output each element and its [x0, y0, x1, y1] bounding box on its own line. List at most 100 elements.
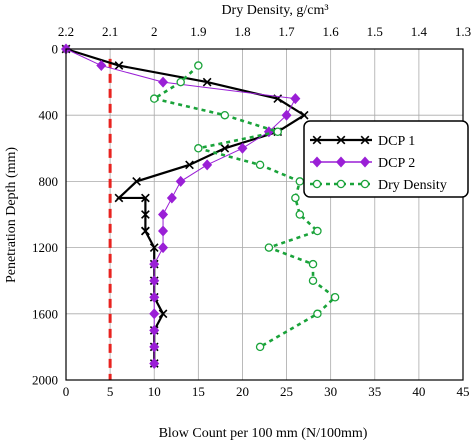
x-tick-label: 20 [236, 384, 249, 399]
data-point [158, 309, 168, 319]
legend-marker [360, 135, 370, 145]
data-point [149, 94, 159, 103]
y-tick-label: 1600 [32, 306, 58, 321]
data-point [273, 127, 282, 136]
data-point [149, 275, 160, 287]
data-point [299, 110, 309, 120]
top-x-tick-label: 2.2 [58, 24, 74, 39]
data-point [149, 291, 160, 303]
top-x-tick-label: 1.3 [455, 24, 471, 39]
data-point [220, 110, 230, 120]
data-point [166, 192, 177, 204]
data-point [141, 210, 150, 219]
series-line [150, 64, 338, 349]
top-x-tick-label: 1.8 [234, 24, 250, 39]
legend-marker [336, 179, 346, 189]
data-point [202, 77, 212, 87]
data-point [176, 77, 185, 87]
data-point [194, 61, 203, 70]
top-x-tick-label: 1.4 [411, 24, 428, 39]
data-point [202, 159, 213, 171]
data-point [295, 210, 305, 219]
series-dry-density [149, 61, 340, 352]
data-point [132, 177, 141, 186]
series-line [65, 47, 307, 364]
data-point [114, 193, 124, 203]
data-point [255, 342, 265, 352]
top-x-tick-label: 2.1 [102, 24, 118, 39]
legend-marker [312, 156, 322, 168]
x-tick-label: 10 [148, 384, 161, 399]
legend-label: Dry Density [378, 178, 447, 193]
data-point [295, 177, 305, 186]
data-point [264, 243, 274, 252]
data-point [149, 243, 159, 252]
data-point [220, 143, 230, 153]
legend-marker [360, 156, 370, 168]
data-point [149, 324, 160, 336]
x-tick-label: 30 [324, 384, 337, 399]
top-x-tick-label: 1.7 [278, 24, 295, 39]
x-tick-label: 45 [457, 384, 470, 399]
x-tick-label: 5 [107, 384, 114, 399]
legend-marker [312, 135, 322, 145]
legend-marker [336, 156, 346, 168]
series-layer [61, 43, 340, 369]
data-point [158, 242, 169, 254]
grid [66, 49, 463, 380]
tick-labels: 0 5 10 15 20 25 30 35 40 45 0 400 800 1200 1600 2000 2.2… [32, 24, 471, 399]
legend: DCP 1 DCP 2 Dry Density [303, 120, 469, 198]
data-point [330, 292, 340, 302]
data-point [158, 209, 169, 220]
y-tick-label: 400 [39, 108, 59, 123]
series-dcp-2 [61, 43, 301, 369]
data-point [149, 357, 160, 369]
series-dcp-1 [61, 44, 309, 368]
data-point [158, 225, 169, 237]
legend-marker [360, 179, 370, 189]
y-tick-label: 0 [52, 42, 59, 57]
y-axis-label: Penetration Depth (mm) [4, 147, 19, 283]
top-x-tick-label: 1.9 [190, 24, 206, 39]
x-tick-label: 15 [192, 384, 205, 399]
data-point [141, 193, 150, 203]
top-x-tick-label: 1.5 [367, 24, 383, 39]
data-point [308, 259, 318, 269]
x-tick-label: 40 [412, 384, 425, 399]
data-point [308, 276, 318, 285]
y-tick-label: 2000 [32, 373, 58, 388]
legend-label: DCP 1 [378, 134, 415, 149]
data-point [96, 60, 107, 72]
data-point [149, 258, 160, 270]
x-tick-label: 25 [280, 384, 293, 399]
data-point [149, 341, 160, 353]
plot-frame [65, 48, 464, 381]
data-point [313, 309, 322, 319]
data-point [291, 193, 300, 203]
data-point [237, 142, 248, 154]
legend-marker [336, 135, 346, 145]
legend-label: DCP 2 [378, 156, 415, 171]
top-x-tick-label: 2 [151, 24, 158, 39]
top-x-tick-label: 1.6 [323, 24, 340, 39]
data-point [158, 76, 169, 88]
data-point [194, 144, 203, 153]
top-axis-label: Dry Density, g/cm³ [221, 3, 328, 18]
data-point [175, 175, 186, 187]
data-point [281, 109, 292, 121]
y-tick-label: 800 [39, 174, 59, 189]
x-tick-label: 35 [368, 384, 381, 399]
x-tick-label: 0 [63, 384, 70, 399]
data-point [149, 308, 160, 320]
legend-marker [312, 179, 322, 189]
data-point [114, 61, 124, 70]
data-point [313, 226, 322, 236]
x-axis-label: Blow Count per 100 mm (N/100mm) [159, 426, 368, 441]
data-point [290, 93, 301, 105]
data-point [141, 226, 150, 236]
y-tick-label: 1200 [32, 240, 58, 255]
data-point [185, 160, 194, 170]
data-point [255, 160, 265, 170]
series-line [65, 48, 297, 364]
